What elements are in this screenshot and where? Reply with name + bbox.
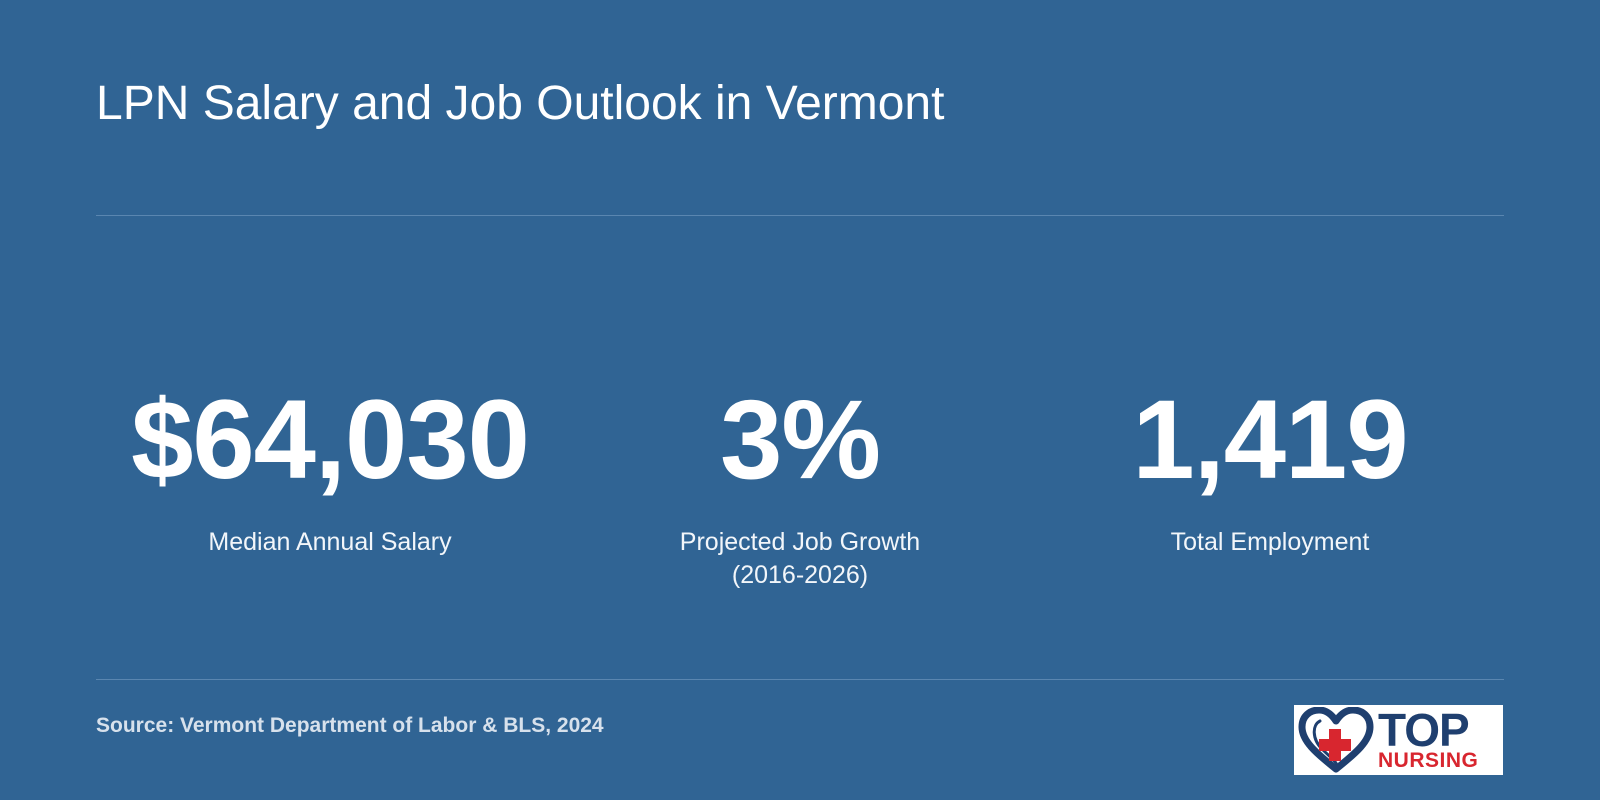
logo-line-nursing: NURSING	[1378, 749, 1479, 772]
bottom-divider	[96, 679, 1504, 680]
top-divider	[96, 215, 1504, 216]
stat-label-line1: Projected Job Growth	[679, 528, 921, 556]
page-title: LPN Salary and Job Outlook in Vermont	[96, 77, 945, 130]
stat-label: Total Employment	[1170, 528, 1370, 556]
logo-line-top: TOP	[1378, 704, 1470, 756]
stat-value: 3%	[720, 377, 881, 502]
source-note: Source: Vermont Department of Labor & BL…	[96, 714, 604, 737]
stat-value: $64,030	[131, 377, 530, 502]
stat-total-employment: 1,419 Total Employment	[1030, 380, 1510, 559]
stat-median-salary: $64,030 Median Annual Salary	[90, 380, 570, 559]
stat-label: Median Annual Salary	[208, 528, 452, 556]
stat-label-line2: (2016-2026)	[731, 561, 869, 589]
stat-value: 1,419	[1132, 377, 1408, 502]
stat-label: Projected Job Growth (2016-2026)	[560, 526, 1040, 592]
top-nursing-logo: TOP NURSING	[1294, 705, 1503, 775]
heart-cross-icon	[1298, 707, 1374, 773]
logo-wordmark: TOP NURSING	[1378, 704, 1479, 772]
stat-job-growth: 3% Projected Job Growth (2016-2026)	[560, 380, 1040, 592]
